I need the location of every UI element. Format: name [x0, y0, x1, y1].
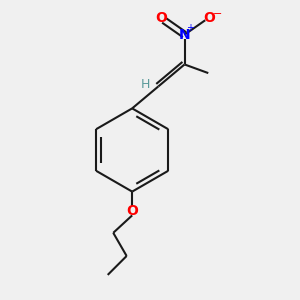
- Text: O: O: [203, 11, 215, 25]
- Text: +: +: [187, 23, 194, 33]
- Text: −: −: [212, 9, 222, 19]
- Text: H: H: [140, 78, 150, 92]
- Text: O: O: [155, 11, 167, 25]
- Text: N: N: [179, 28, 190, 42]
- Text: O: O: [126, 204, 138, 218]
